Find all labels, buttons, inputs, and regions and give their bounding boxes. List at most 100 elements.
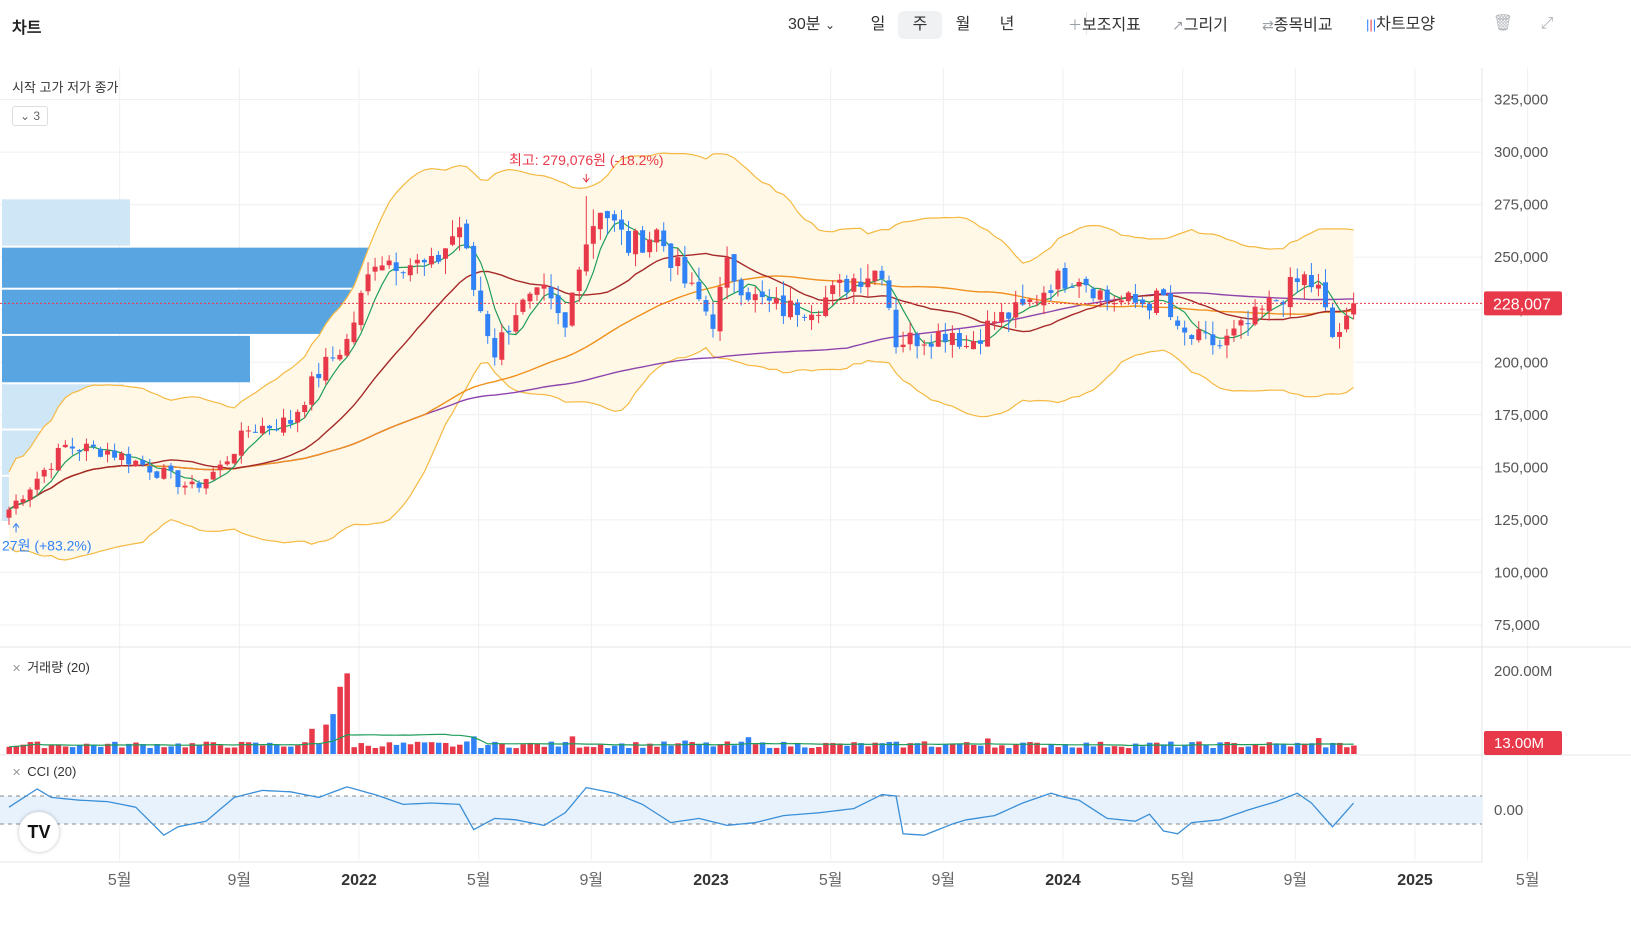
candle-body: [717, 286, 723, 332]
volume-bar: [485, 745, 491, 754]
candle-body: [358, 292, 364, 326]
volume-bar: [541, 746, 548, 754]
interval-30min-dropdown[interactable]: 30분 ⌄: [788, 11, 835, 39]
interval-week-button[interactable]: 주: [898, 11, 942, 39]
cci-band: [0, 796, 1482, 824]
volume-bar: [956, 744, 963, 754]
price-tick-label: 150,000: [1494, 459, 1548, 476]
legend-collapse-button[interactable]: ⌄ 3: [12, 106, 48, 126]
volume-bar: [182, 747, 188, 754]
candle-body: [879, 270, 885, 279]
volume-bar: [534, 743, 540, 754]
volume-bar: [203, 741, 210, 754]
trash-icon[interactable]: 🗑: [1492, 15, 1514, 32]
compare-button[interactable]: ⇄종목비교: [1262, 11, 1333, 39]
candle-body: [1315, 284, 1321, 289]
candle-body: [119, 453, 125, 460]
volume-bar: [27, 742, 34, 754]
interval-month-button[interactable]: 월: [955, 16, 971, 33]
volume-bar: [337, 686, 343, 754]
bollinger-fill: [9, 153, 1354, 560]
volume-bar: [13, 745, 20, 754]
volume-bar: [1097, 741, 1104, 754]
volume-bar: [1175, 747, 1181, 754]
candle-body: [1111, 303, 1117, 305]
candle-body: [386, 260, 392, 266]
candle-body: [1062, 268, 1068, 289]
current-price-label: 228,007: [1493, 296, 1551, 313]
candle-body: [224, 461, 230, 465]
volume-bar: [224, 747, 231, 754]
drawing-button[interactable]: ↗그리기: [1172, 11, 1228, 39]
candle-body: [703, 300, 709, 312]
volume-bar: [499, 743, 505, 754]
volume-bar: [1027, 742, 1033, 754]
volume-bar: [1196, 741, 1202, 754]
chevron-down-icon: ⌄: [19, 109, 31, 123]
price-tick-label: 250,000: [1494, 249, 1548, 266]
volume-bar: [780, 741, 787, 754]
volume-bar: [309, 728, 315, 754]
candle-body: [189, 481, 195, 485]
tradingview-logo[interactable]: TV: [19, 812, 59, 852]
volume-bar: [351, 747, 357, 754]
volume-bar: [907, 743, 914, 754]
close-icon[interactable]: ✕: [12, 767, 22, 779]
chart-style-button[interactable]: |||차트모양: [1366, 11, 1435, 39]
volume-bar: [281, 746, 287, 754]
volume-ma-line: [8, 733, 1354, 748]
volume-bar: [1330, 742, 1336, 754]
candle-body: [471, 245, 477, 290]
volume-bar: [492, 741, 498, 754]
volume-tick-label: 200.00M: [1494, 663, 1552, 680]
volume-bar: [48, 745, 55, 754]
candle-body: [27, 489, 33, 500]
time-tick-label: 2022: [341, 872, 377, 889]
candle-body: [140, 460, 146, 465]
close-icon[interactable]: ✕: [12, 663, 22, 675]
price-tick-label: 175,000: [1494, 407, 1548, 424]
current-volume-badge: [1484, 731, 1562, 755]
indicators-button[interactable]: ＋보조지표: [1068, 11, 1141, 39]
candle-body: [1048, 290, 1054, 293]
volume-bar: [520, 744, 526, 754]
volume-bar: [935, 747, 942, 754]
candle-body: [1097, 290, 1103, 300]
candle-body: [597, 212, 603, 230]
interval-year-button[interactable]: 년: [999, 16, 1015, 33]
candle-body: [696, 281, 702, 300]
candle-body: [330, 357, 336, 359]
volume-bar: [569, 736, 576, 754]
volume-bar: [1006, 748, 1012, 754]
candle-body: [478, 290, 484, 312]
candle-body: [442, 248, 448, 259]
candle-body: [351, 322, 357, 343]
candle-body: [41, 469, 47, 477]
candle-body: [62, 444, 68, 448]
volume-bar: [914, 743, 921, 754]
candle-body: [400, 272, 406, 274]
volume-bar: [717, 744, 724, 754]
volume-bar: [119, 747, 125, 754]
candle-body: [196, 483, 202, 488]
candle-body: [555, 295, 561, 314]
volume-bar: [1266, 742, 1273, 754]
volume-bar: [1301, 743, 1308, 754]
candle-body: [1168, 293, 1174, 318]
candle-body: [1182, 327, 1188, 333]
volume-bar: [738, 741, 745, 754]
candle-body: [745, 292, 751, 300]
candle-body: [464, 223, 470, 249]
candle-body: [309, 376, 315, 405]
volume-bar: [837, 743, 843, 754]
volume-bar: [266, 742, 273, 754]
interval-day-button[interactable]: 일: [870, 16, 886, 33]
expand-icon[interactable]: ⤢: [1540, 15, 1554, 32]
candle-body: [344, 338, 350, 356]
time-tick-label: 2024: [1045, 872, 1081, 889]
volume-bar: [98, 746, 104, 754]
candle-body: [576, 269, 582, 292]
volume-bar: [576, 747, 583, 754]
interval-30min-label: 30분: [788, 16, 821, 33]
